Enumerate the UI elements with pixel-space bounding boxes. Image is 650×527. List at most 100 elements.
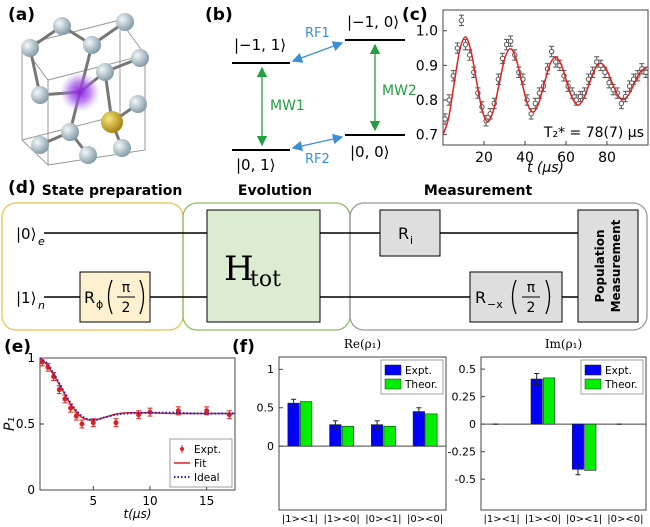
point <box>113 420 119 426</box>
x-tick-label: |1><1| <box>282 514 318 525</box>
y-tick-label: 0.5 <box>16 417 35 431</box>
line <box>39 357 236 422</box>
gate-label: R <box>398 224 409 243</box>
y-tick-label: 1.0 <box>416 24 438 40</box>
energy-level-diagram: |−1, 1⟩ |−1, 0⟩ |0, 1⟩ |0, 0⟩ RF1 RF2 MW… <box>232 13 417 174</box>
panel-label: (c) <box>402 5 428 25</box>
y-tick-label: 0.9 <box>416 58 438 74</box>
y-tick-label: 1 <box>267 363 274 376</box>
point <box>56 387 62 393</box>
point <box>462 41 469 48</box>
point <box>90 420 96 426</box>
x-tick-label: 15 <box>199 494 214 508</box>
circuit: State preparation Evolution Measurement … <box>1 183 648 331</box>
point <box>594 59 600 65</box>
y-axis-label: P₁ <box>2 417 18 431</box>
bar <box>412 411 425 447</box>
crystal-structure <box>21 13 149 167</box>
x-tick-label: |0><0| <box>607 514 643 525</box>
x-tick-label: |0><1| <box>566 514 602 525</box>
point <box>548 48 555 55</box>
error-bar <box>416 407 422 416</box>
x-tick-label: |0><1| <box>365 514 401 525</box>
stage-label: State preparation <box>42 183 183 199</box>
legend-label: Expt. <box>405 365 432 377</box>
gate-label: π <box>122 280 131 296</box>
gate-label: 2 <box>527 300 536 316</box>
qubit-label: e <box>38 235 45 248</box>
transition-label: MW1 <box>270 98 305 114</box>
gate-label: H <box>224 249 254 289</box>
gate-label: R <box>84 288 95 307</box>
gate-label: tot <box>250 267 281 292</box>
transition-label: RF2 <box>305 152 330 167</box>
legend-swatch <box>584 364 602 376</box>
point <box>458 17 465 24</box>
y-tick-label: 0.8 <box>416 93 438 109</box>
chart-title: Re(ρ₁) <box>344 337 381 351</box>
line <box>442 36 647 135</box>
legend-label: Expt. <box>194 444 221 456</box>
gate-label: Measurement <box>609 219 623 312</box>
transition-label: MW2 <box>382 83 417 99</box>
qubit-label: |1⟩ <box>16 289 36 307</box>
x-tick-label: |1><1| <box>484 514 520 525</box>
y-tick-label: 0 <box>27 483 35 497</box>
bar <box>584 423 597 471</box>
bar <box>530 378 543 425</box>
legend-label: Ideal <box>194 472 220 484</box>
gate-label: Population <box>593 229 607 302</box>
point <box>79 421 85 427</box>
x-tick-label: |1><0| <box>525 514 561 525</box>
y-tick-label: 0 <box>267 440 274 453</box>
gate-label: R <box>475 288 486 307</box>
bar <box>571 423 584 470</box>
y-tick-label: 0 <box>469 418 476 431</box>
gate-label: i <box>410 234 413 247</box>
x-tick-label: 80 <box>598 150 616 166</box>
error-bar <box>534 373 540 386</box>
x-axis-label: t (μs) <box>527 160 564 176</box>
bar <box>341 425 354 447</box>
y-tick-label: 0.25 <box>452 390 477 403</box>
gate-label: ϕ <box>96 298 103 311</box>
error-bar <box>374 420 380 430</box>
error-bar <box>291 398 297 408</box>
point <box>503 41 510 48</box>
transition-label: RF1 <box>305 26 330 41</box>
point <box>204 408 210 414</box>
x-tick-label: |1><0| <box>324 514 360 525</box>
y-tick-label: 0.5 <box>459 363 477 376</box>
point <box>454 45 461 51</box>
gate-label: 2 <box>122 300 131 316</box>
chart-title: Im(ρ₁) <box>545 337 582 351</box>
stage-label: Measurement <box>424 183 533 199</box>
panel-label: (b) <box>205 5 233 25</box>
legend-label: Theor. <box>604 379 638 391</box>
y-tick-label: -0.25 <box>448 446 476 459</box>
level-label: |0, 0⟩ <box>350 143 390 161</box>
x-tick-label: 10 <box>142 494 157 508</box>
point <box>553 59 559 65</box>
qubit-label: n <box>38 299 45 312</box>
panel-label: (e) <box>4 337 31 357</box>
x-axis-label: t(μs) <box>124 507 152 521</box>
level-label: |−1, 0⟩ <box>347 13 399 31</box>
point <box>73 413 79 419</box>
point <box>442 116 448 122</box>
annotation: T₂* = 78(7) μs <box>543 125 644 141</box>
x-tick-label: 5 <box>89 494 97 508</box>
legend-label: Theor. <box>404 379 438 391</box>
bar <box>383 425 396 447</box>
legend-swatch <box>384 364 402 376</box>
level-label: |0, 1⟩ <box>236 156 276 174</box>
point <box>618 100 625 107</box>
point <box>606 79 612 86</box>
y-tick-label: 0.5 <box>257 402 275 415</box>
legend-swatch <box>180 447 184 451</box>
legend-swatch <box>384 378 402 390</box>
panel-label: (d) <box>8 178 36 198</box>
x-tick-label: 20 <box>475 150 493 166</box>
bar <box>300 401 313 447</box>
y-tick-label: -0.5 <box>455 473 476 486</box>
